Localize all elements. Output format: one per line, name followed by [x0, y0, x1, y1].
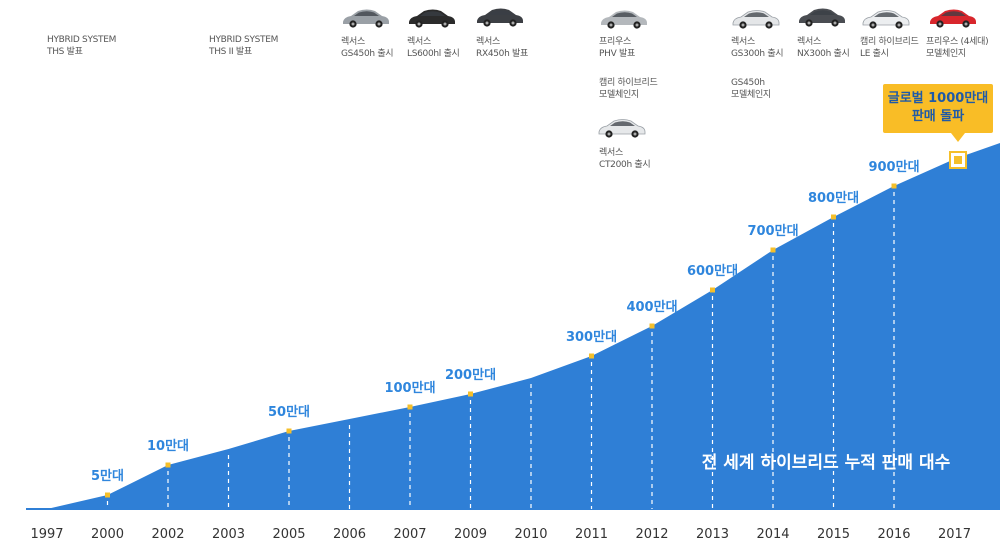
x-tick-2006: 2006 — [333, 527, 366, 542]
marker-2016 — [891, 183, 897, 189]
x-tick-2005: 2005 — [272, 527, 305, 542]
x-tick-2015: 2015 — [817, 527, 850, 542]
annotation-ths2: HYBRID SYSTEM THS ⅠⅠ 발표 — [209, 35, 279, 57]
data-label-2009: 200만대 — [445, 367, 496, 383]
x-tick-2007: 2007 — [393, 527, 426, 542]
callout-pointer — [951, 133, 965, 142]
annotation-ths: HYBRID SYSTEM THS 발표 — [47, 35, 117, 57]
black-sedan-icon — [407, 7, 457, 29]
marker-2000 — [105, 492, 110, 498]
red-hatchback-icon — [928, 7, 978, 29]
annotation-prius-4th: 프리우스 (4세대) 모델체인지 — [926, 37, 989, 59]
marker-2002 — [165, 462, 171, 468]
annotation-camry-le: 캠리 하이브리드 LE 출시 — [860, 37, 919, 59]
annotation-gs450h: 렉서스 GS450h 출시 — [341, 37, 394, 59]
white-sedan-icon — [731, 8, 781, 30]
data-markers — [105, 183, 897, 498]
silver-sedan-icon — [341, 7, 391, 29]
x-tick-2011: 2011 — [575, 527, 608, 542]
x-tick-2000: 2000 — [91, 527, 124, 542]
x-tick-2012: 2012 — [635, 527, 668, 542]
dark-suv-icon — [475, 6, 525, 28]
callout-text: 글로벌 1000만대 판매 돌파 — [887, 91, 989, 124]
marker-2007 — [407, 404, 413, 410]
year-divider-lines — [106, 192, 895, 509]
data-label-2014: 700만대 — [747, 223, 798, 239]
annotation-gs450h-change: GS450h 모델체인지 — [731, 78, 771, 100]
data-label-2012: 400만대 — [626, 299, 677, 315]
x-tick-2013: 2013 — [696, 527, 729, 542]
data-labels: 5만대 10만대 50만대 100만대 200만대 300만대 400만대 600만대 700만… — [91, 159, 920, 484]
x-tick-1997: 1997 — [30, 527, 63, 542]
data-label-2013: 600만대 — [687, 263, 738, 279]
annotation-ls600hl: 렉서스 LS600hl 출시 — [407, 37, 460, 59]
white-sedan-icon — [861, 8, 911, 30]
data-label-2005: 50만대 — [268, 404, 310, 420]
annotation-prius-phv: 프리우스 PHV 발표 — [599, 37, 635, 59]
marker-2013 — [710, 287, 715, 293]
milestone-callout: 글로벌 1000만대 판매 돌파 — [883, 84, 993, 133]
annotation-gs300h: 렉서스 GS300h 출시 — [731, 37, 784, 59]
marker-2015 — [831, 214, 836, 220]
x-tick-2010: 2010 — [514, 527, 547, 542]
marker-2012 — [649, 323, 655, 329]
data-label-2016: 900만대 — [868, 159, 919, 175]
silver-hatchback-icon — [599, 8, 649, 30]
data-label-2000: 5만대 — [91, 468, 124, 484]
x-tick-2016: 2016 — [877, 527, 910, 542]
x-tick-2002: 2002 — [151, 527, 184, 542]
x-tick-2009: 2009 — [454, 527, 487, 542]
dark-suv-icon — [797, 6, 847, 28]
x-axis-tick-labels: 1997 2000 2002 2003 2005 2006 2007 2009 2010 2011… — [30, 527, 971, 542]
marker-2005 — [286, 428, 292, 434]
data-label-2015: 800만대 — [808, 190, 859, 206]
annotation-ct200h: 렉서스 CT200h 출시 — [599, 148, 651, 170]
annotation-rx450h: 렉서스 RX450h 발표 — [476, 37, 529, 59]
x-tick-2003: 2003 — [212, 527, 245, 542]
data-label-2007: 100만대 — [384, 380, 435, 396]
chart-title: 전 세계 하이브리드 누적 판매 대수 — [702, 453, 951, 473]
annotation-nx300h: 렉서스 NX300h 출시 — [797, 37, 850, 59]
marker-2011 — [589, 353, 594, 359]
cumulative-sales-area — [26, 143, 1000, 509]
data-label-2002: 10만대 — [147, 438, 189, 454]
marker-2009 — [468, 391, 473, 397]
marker-2014 — [770, 247, 776, 253]
x-tick-2017: 2017 — [938, 527, 971, 542]
final-marker — [954, 156, 962, 164]
x-tick-2014: 2014 — [756, 527, 789, 542]
annotation-camry-change: 캠리 하이브리드 모델체인지 — [599, 78, 658, 100]
white-hatchback-icon — [597, 117, 647, 139]
data-label-2011: 300만대 — [566, 329, 617, 345]
